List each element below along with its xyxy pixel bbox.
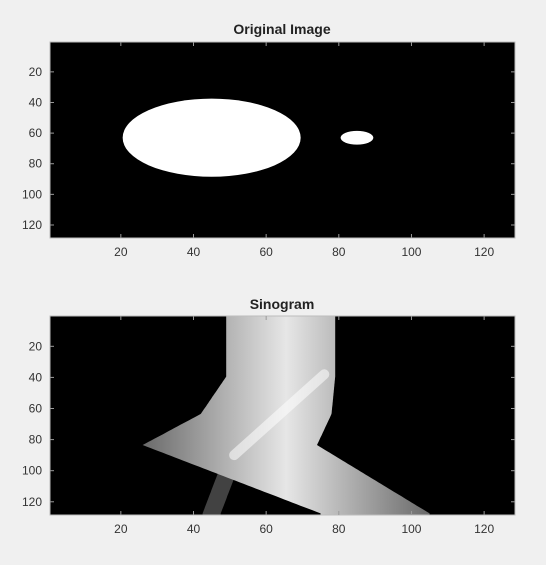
large-ellipse — [122, 98, 301, 177]
y-tick-label: 120 — [22, 495, 42, 509]
x-tick-label: 80 — [332, 522, 346, 536]
axes-box — [49, 315, 516, 516]
chart-title: Sinogram — [250, 296, 315, 312]
axis-ticks: 20 40 60 80 100 120 20 40 60 80 100 120 — [22, 41, 516, 259]
x-tick-label: 80 — [332, 245, 346, 259]
y-tick-label: 100 — [22, 187, 42, 201]
axes-original-image: Original Image 20 40 60 80 100 120 20 40 60 80 100… — [22, 21, 516, 259]
x-tick-label: 20 — [114, 522, 128, 536]
y-tick-label: 40 — [29, 370, 43, 384]
y-tick-label: 20 — [29, 339, 43, 353]
x-tick-label: 60 — [259, 522, 273, 536]
y-tick-label: 60 — [29, 402, 43, 416]
y-tick-label: 20 — [29, 65, 43, 79]
x-tick-label: 100 — [401, 522, 421, 536]
x-tick-label: 120 — [474, 245, 494, 259]
x-tick-label: 40 — [187, 522, 201, 536]
y-tick-label: 120 — [22, 218, 42, 232]
x-tick-label: 60 — [259, 245, 273, 259]
axes-box — [49, 41, 516, 239]
axis-ticks: 20 40 60 80 100 120 20 40 60 80 100 120 — [22, 315, 516, 536]
y-tick-label: 60 — [29, 126, 43, 140]
x-tick-label: 20 — [114, 245, 128, 259]
y-tick-label: 40 — [29, 95, 43, 109]
image-marks — [122, 98, 374, 177]
y-tick-label: 100 — [22, 464, 42, 478]
sinogram-marks — [142, 316, 430, 515]
small-ellipse — [340, 130, 374, 145]
sinogram-band-large — [142, 316, 430, 515]
x-tick-label: 100 — [401, 245, 421, 259]
overlap-streak — [229, 369, 330, 461]
axes-sinogram: Sinogram 20 40 60 80 100 120 20 40 60 80 100 120 — [22, 296, 516, 536]
chart-title: Original Image — [233, 21, 330, 37]
x-tick-label: 120 — [474, 522, 494, 536]
y-tick-label: 80 — [29, 433, 43, 447]
y-tick-label: 80 — [29, 157, 43, 171]
x-tick-label: 40 — [187, 245, 201, 259]
